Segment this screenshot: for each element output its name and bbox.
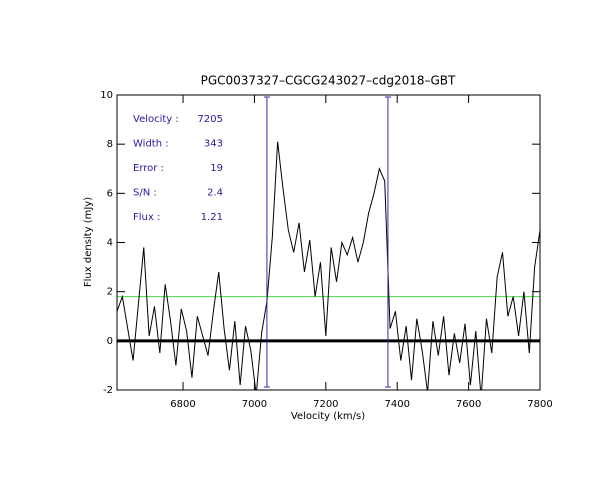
annotation-label: S/N : [133,188,157,199]
x-tick-label: 6800 [170,399,195,410]
annotation-label: Error : [133,163,164,174]
annotation-label: Width : [133,139,169,150]
x-tick-label: 7600 [456,399,481,410]
y-tick-label: -2 [103,385,113,396]
annotation-label: Velocity : [133,114,179,125]
annotation-value: 19 [210,163,223,174]
y-tick-label: 10 [100,90,113,101]
x-tick-label: 7400 [384,399,409,410]
x-tick-label: 7200 [313,399,338,410]
x-axis-label: Velocity (km/s) [291,411,365,422]
y-axis-label: Flux density (mJy) [83,197,94,287]
x-tick-label: 7800 [527,399,552,410]
spectrum-line [117,141,540,390]
y-tick-label: 2 [107,287,113,298]
x-tick-label: 7000 [242,399,267,410]
annotation-value: 2.4 [207,188,223,199]
y-tick-label: 4 [107,238,113,249]
annotation-value: 7205 [198,114,223,125]
annotation-value: 1.21 [201,212,223,223]
annotation-value: 343 [204,139,223,150]
y-tick-label: 6 [107,188,113,199]
chart-title: PGC0037327–CGCG243027–cdg2018–GBT [201,74,456,88]
y-tick-label: 0 [107,336,113,347]
annotation-label: Flux : [133,212,160,223]
y-tick-label: 8 [107,139,113,150]
